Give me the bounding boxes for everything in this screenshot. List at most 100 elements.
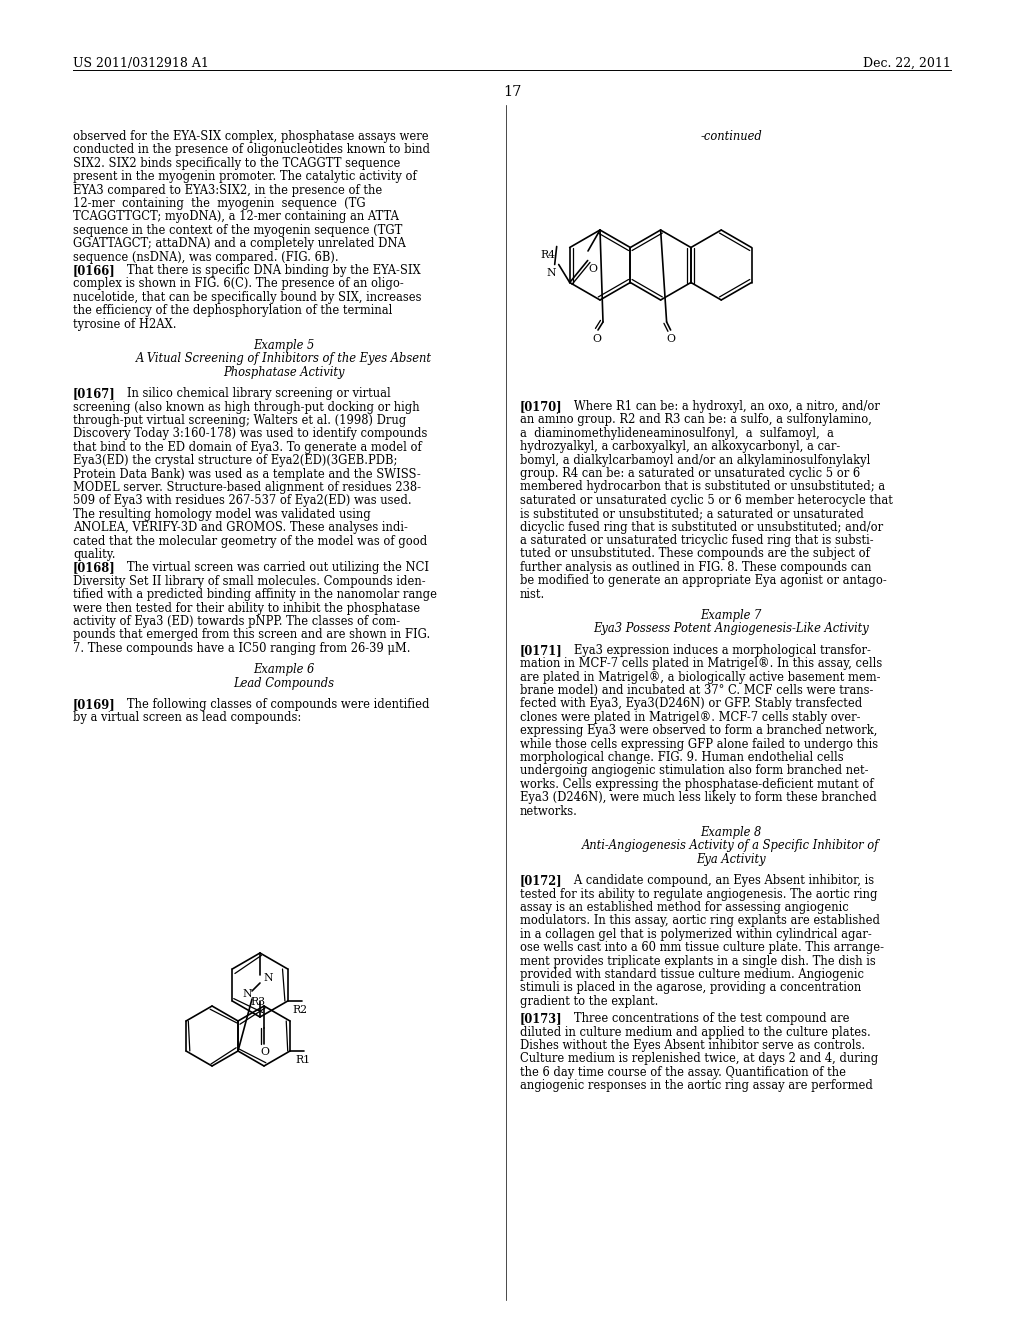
Text: Phosphatase Activity: Phosphatase Activity: [223, 366, 345, 379]
Text: networks.: networks.: [520, 805, 578, 817]
Text: tyrosine of H2AX.: tyrosine of H2AX.: [73, 318, 176, 330]
Text: the efficiency of the dephosphorylation of the terminal: the efficiency of the dephosphorylation …: [73, 304, 392, 317]
Text: Eya3 (D246N), were much less likely to form these branched: Eya3 (D246N), were much less likely to f…: [520, 791, 877, 804]
Text: cated that the molecular geometry of the model was of good: cated that the molecular geometry of the…: [73, 535, 427, 548]
Text: is substituted or unsubstituted; a saturated or unsaturated: is substituted or unsubstituted; a satur…: [520, 507, 864, 520]
Text: Example 7: Example 7: [700, 609, 762, 622]
Text: [0169]: [0169]: [73, 698, 116, 711]
Text: by a virtual screen as lead compounds:: by a virtual screen as lead compounds:: [73, 711, 301, 725]
Text: Culture medium is replenished twice, at days 2 and 4, during: Culture medium is replenished twice, at …: [520, 1052, 879, 1065]
Text: The resulting homology model was validated using: The resulting homology model was validat…: [73, 508, 371, 521]
Text: [0170]: [0170]: [520, 400, 562, 413]
Text: membered hydrocarbon that is substituted or unsubstituted; a: membered hydrocarbon that is substituted…: [520, 480, 885, 494]
Text: clones were plated in Matrigel®. MCF-7 cells stably over-: clones were plated in Matrigel®. MCF-7 c…: [520, 710, 860, 723]
Text: MODEL server. Structure-based alignment of residues 238-: MODEL server. Structure-based alignment …: [73, 480, 421, 494]
Text: fected with Eya3, Eya3(D246N) or GFP. Stably transfected: fected with Eya3, Eya3(D246N) or GFP. St…: [520, 697, 862, 710]
Text: That there is specific DNA binding by the EYA-SIX: That there is specific DNA binding by th…: [116, 264, 421, 277]
Text: be modified to generate an appropriate Eya agonist or antago-: be modified to generate an appropriate E…: [520, 574, 887, 587]
Text: tuted or unsubstituted. These compounds are the subject of: tuted or unsubstituted. These compounds …: [520, 548, 869, 561]
Text: -continued: -continued: [700, 129, 762, 143]
Text: O: O: [592, 334, 601, 345]
Text: Diversity Set II library of small molecules. Compounds iden-: Diversity Set II library of small molecu…: [73, 574, 426, 587]
Text: GGATTAGCT; attaDNA) and a completely unrelated DNA: GGATTAGCT; attaDNA) and a completely unr…: [73, 238, 406, 251]
Text: expressing Eya3 were observed to form a branched network,: expressing Eya3 were observed to form a …: [520, 725, 878, 737]
Text: [0171]: [0171]: [520, 644, 563, 657]
Text: sequence in the context of the myogenin sequence (TGT: sequence in the context of the myogenin …: [73, 224, 402, 236]
Text: nucelotide, that can be specifically bound by SIX, increases: nucelotide, that can be specifically bou…: [73, 290, 422, 304]
Text: that bind to the ED domain of Eya3. To generate a model of: that bind to the ED domain of Eya3. To g…: [73, 441, 422, 454]
Text: R4: R4: [541, 249, 556, 260]
Text: Anti-Angiogenesis Activity of a Specific Inhibitor of: Anti-Angiogenesis Activity of a Specific…: [583, 840, 880, 853]
Text: EYA3 compared to EYA3:SIX2, in the presence of the: EYA3 compared to EYA3:SIX2, in the prese…: [73, 183, 382, 197]
Text: [0173]: [0173]: [520, 1012, 562, 1026]
Text: O: O: [589, 264, 598, 273]
Text: pounds that emerged from this screen and are shown in FIG.: pounds that emerged from this screen and…: [73, 628, 430, 642]
Text: stimuli is placed in the agarose, providing a concentration: stimuli is placed in the agarose, provid…: [520, 981, 861, 994]
Text: Dishes without the Eyes Absent inhibitor serve as controls.: Dishes without the Eyes Absent inhibitor…: [520, 1039, 865, 1052]
Text: in a collagen gel that is polymerized within cylindrical agar-: in a collagen gel that is polymerized wi…: [520, 928, 871, 941]
Text: Eya3 Possess Potent Angiogenesis-Like Activity: Eya3 Possess Potent Angiogenesis-Like Ac…: [593, 623, 869, 635]
Text: The following classes of compounds were identified: The following classes of compounds were …: [116, 698, 429, 711]
Text: sequence (nsDNA), was compared. (FIG. 6B).: sequence (nsDNA), was compared. (FIG. 6B…: [73, 251, 339, 264]
Text: tified with a predicted binding affinity in the nanomolar range: tified with a predicted binding affinity…: [73, 589, 437, 601]
Text: screening (also known as high through-put docking or high: screening (also known as high through-pu…: [73, 400, 420, 413]
Text: TCAGGTTGCT; myoDNA), a 12-mer containing an ATTA: TCAGGTTGCT; myoDNA), a 12-mer containing…: [73, 210, 399, 223]
Text: N: N: [242, 989, 252, 999]
Text: gradient to the explant.: gradient to the explant.: [520, 995, 658, 1007]
Text: modulators. In this assay, aortic ring explants are established: modulators. In this assay, aortic ring e…: [520, 915, 880, 928]
Text: Three concentrations of the test compound are: Three concentrations of the test compoun…: [563, 1012, 850, 1026]
Text: [0172]: [0172]: [520, 874, 562, 887]
Text: R1: R1: [295, 1055, 310, 1065]
Text: ment provides triplicate explants in a single dish. The dish is: ment provides triplicate explants in a s…: [520, 954, 876, 968]
Text: N: N: [263, 973, 272, 983]
Text: 7. These compounds have a IC50 ranging from 26-39 μM.: 7. These compounds have a IC50 ranging f…: [73, 642, 411, 655]
Text: while those cells expressing GFP alone failed to undergo this: while those cells expressing GFP alone f…: [520, 738, 879, 751]
Text: complex is shown in FIG. 6(C). The presence of an oligo-: complex is shown in FIG. 6(C). The prese…: [73, 277, 403, 290]
Text: group. R4 can be: a saturated or unsaturated cyclic 5 or 6: group. R4 can be: a saturated or unsatur…: [520, 467, 860, 480]
Text: hydrozyalkyl, a carboxyalkyl, an alkoxycarbonyl, a car-: hydrozyalkyl, a carboxyalkyl, an alkoxyc…: [520, 440, 841, 453]
Text: saturated or unsaturated cyclic 5 or 6 member heterocycle that: saturated or unsaturated cyclic 5 or 6 m…: [520, 494, 893, 507]
Text: R2: R2: [293, 1005, 308, 1015]
Text: Where R1 can be: a hydroxyl, an oxo, a nitro, and/or: Where R1 can be: a hydroxyl, an oxo, a n…: [563, 400, 880, 413]
Text: morphological change. FIG. 9. Human endothelial cells: morphological change. FIG. 9. Human endo…: [520, 751, 844, 764]
Text: works. Cells expressing the phosphatase-deficient mutant of: works. Cells expressing the phosphatase-…: [520, 777, 873, 791]
Text: a saturated or unsaturated tricyclic fused ring that is substi-: a saturated or unsaturated tricyclic fus…: [520, 535, 873, 546]
Text: nist.: nist.: [520, 587, 545, 601]
Text: assay is an established method for assessing angiogenic: assay is an established method for asses…: [520, 902, 849, 913]
Text: [0167]: [0167]: [73, 387, 116, 400]
Text: angiogenic responses in the aortic ring assay are performed: angiogenic responses in the aortic ring …: [520, 1080, 872, 1092]
Text: a  diaminomethylideneaminosulfonyl,  a  sulfamoyl,  a: a diaminomethylideneaminosulfonyl, a sul…: [520, 426, 834, 440]
Text: SIX2. SIX2 binds specifically to the TCAGGTT sequence: SIX2. SIX2 binds specifically to the TCA…: [73, 157, 400, 170]
Text: are plated in Matrigel®, a biologically active basement mem-: are plated in Matrigel®, a biologically …: [520, 671, 881, 684]
Text: further analysis as outlined in FIG. 8. These compounds can: further analysis as outlined in FIG. 8. …: [520, 561, 871, 574]
Text: 509 of Eya3 with residues 267-537 of Eya2(ED) was used.: 509 of Eya3 with residues 267-537 of Eya…: [73, 495, 412, 507]
Text: Lead Compounds: Lead Compounds: [233, 677, 335, 689]
Text: provided with standard tissue culture medium. Angiogenic: provided with standard tissue culture me…: [520, 968, 864, 981]
Text: [0166]: [0166]: [73, 264, 116, 277]
Text: brane model) and incubated at 37° C. MCF cells were trans-: brane model) and incubated at 37° C. MCF…: [520, 684, 873, 697]
Text: undergoing angiogenic stimulation also form branched net-: undergoing angiogenic stimulation also f…: [520, 764, 868, 777]
Text: conducted in the presence of oligonucleotides known to bind: conducted in the presence of oligonucleo…: [73, 144, 430, 156]
Text: A Vitual Screening of Inhibitors of the Eyes Absent: A Vitual Screening of Inhibitors of the …: [136, 352, 432, 366]
Text: quality.: quality.: [73, 548, 116, 561]
Text: US 2011/0312918 A1: US 2011/0312918 A1: [73, 57, 209, 70]
Text: Discovery Today 3:160-178) was used to identify compounds: Discovery Today 3:160-178) was used to i…: [73, 428, 427, 441]
Text: 17: 17: [503, 84, 521, 99]
Text: Example 5: Example 5: [253, 339, 314, 352]
Text: 12-mer  containing  the  myogenin  sequence  (TG: 12-mer containing the myogenin sequence …: [73, 197, 366, 210]
Text: observed for the EYA-SIX complex, phosphatase assays were: observed for the EYA-SIX complex, phosph…: [73, 129, 429, 143]
Text: ANOLEA, VERIFY-3D and GROMOS. These analyses indi-: ANOLEA, VERIFY-3D and GROMOS. These anal…: [73, 521, 408, 535]
Text: bomyl, a dialkylcarbamoyl and/or an alkylaminosulfonylakyl: bomyl, a dialkylcarbamoyl and/or an alky…: [520, 454, 870, 466]
Text: O: O: [667, 334, 676, 345]
Text: ose wells cast into a 60 mm tissue culture plate. This arrange-: ose wells cast into a 60 mm tissue cultu…: [520, 941, 884, 954]
Text: dicyclic fused ring that is substituted or unsubstituted; and/or: dicyclic fused ring that is substituted …: [520, 520, 883, 533]
Text: the 6 day time course of the assay. Quantification of the: the 6 day time course of the assay. Quan…: [520, 1065, 846, 1078]
Text: Eya3(ED) the crystal structure of Eya2(ED)(3GEB.PDB;: Eya3(ED) the crystal structure of Eya2(E…: [73, 454, 397, 467]
Text: Eya3 expression induces a morphological transfor-: Eya3 expression induces a morphological …: [563, 644, 870, 657]
Text: R3: R3: [250, 997, 265, 1007]
Text: Example 8: Example 8: [700, 826, 762, 840]
Text: O: O: [260, 1047, 269, 1057]
Text: through-put virtual screening; Walters et al. (1998) Drug: through-put virtual screening; Walters e…: [73, 414, 407, 426]
Text: tested for its ability to regulate angiogenesis. The aortic ring: tested for its ability to regulate angio…: [520, 887, 878, 900]
Text: activity of Eya3 (ED) towards pNPP. The classes of com-: activity of Eya3 (ED) towards pNPP. The …: [73, 615, 400, 628]
